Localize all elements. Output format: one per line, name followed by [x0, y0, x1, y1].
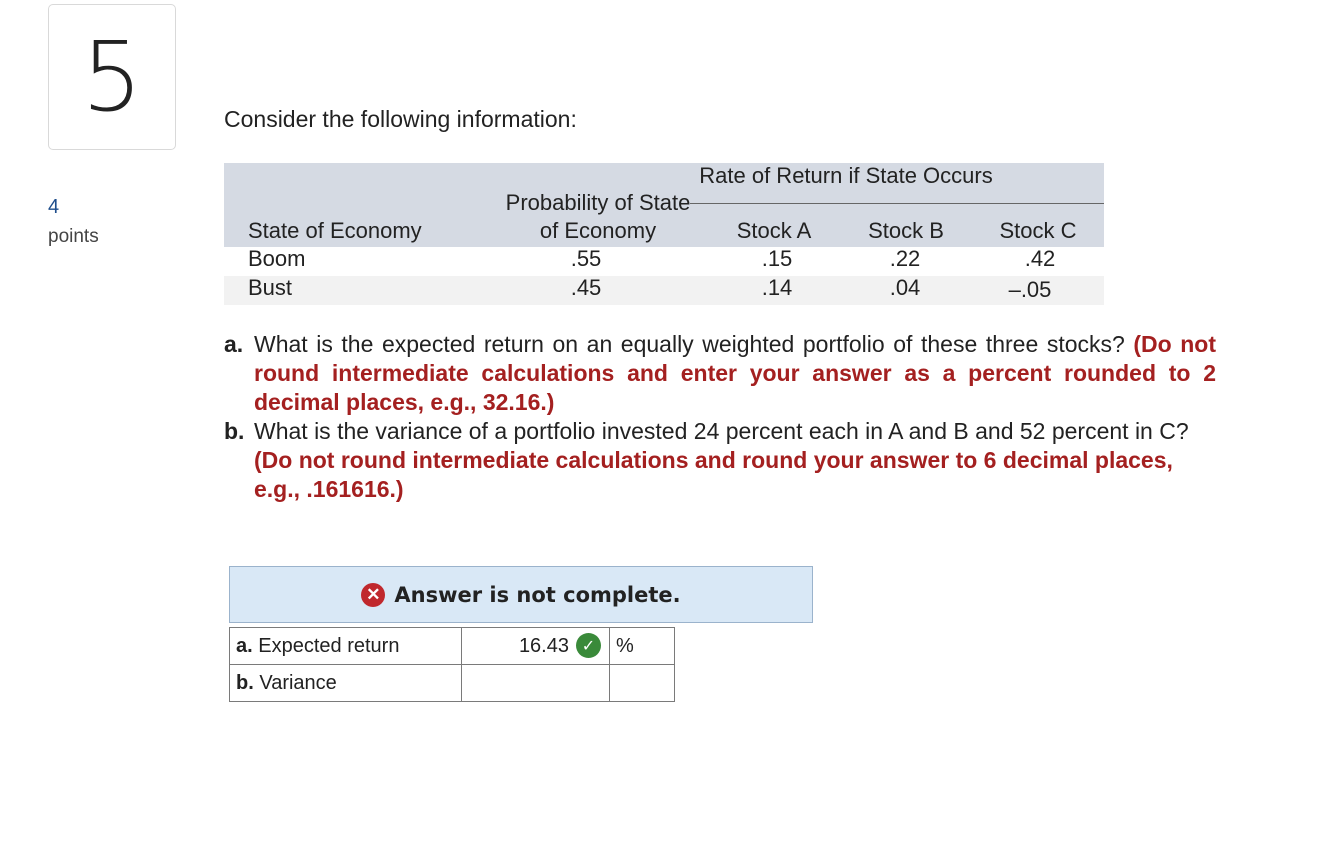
question-number: 5 [81, 21, 143, 133]
col-prob-header-line1: Probability of State [505, 190, 691, 215]
part-b-text: What is the variance of a portfolio inve… [254, 418, 1189, 444]
expected-letter: a. [236, 634, 253, 657]
x-circle-icon: ✕ [361, 582, 386, 607]
expected-return-cell: ✓ [461, 627, 610, 665]
points-label: points [48, 226, 99, 247]
expected-return-unit: % [609, 627, 675, 665]
header-rule [690, 203, 708, 204]
variance-unit [609, 664, 675, 702]
col-prob-header-line2: of Economy [539, 218, 657, 243]
row-bust-b: .04 [889, 275, 921, 300]
variance-label: b. Variance [229, 664, 462, 702]
row-bust-state: Bust [248, 275, 293, 300]
answer-table: a. Expected return ✓ % b. Variance [229, 627, 675, 702]
table-row: a. Expected return ✓ % [229, 627, 675, 665]
row-boom-a: .15 [761, 246, 793, 271]
variance-label-text: Variance [259, 671, 337, 694]
row-bust-a: .14 [761, 275, 793, 300]
expected-label-text: Expected return [258, 634, 400, 657]
variance-input[interactable] [462, 665, 609, 701]
row-boom-prob: .55 [570, 246, 602, 271]
table-row [224, 247, 1104, 276]
expected-return-label: a. Expected return [229, 627, 462, 665]
variance-cell [461, 664, 610, 702]
table-row: b. Variance [229, 664, 675, 702]
part-b-letter: b. [224, 418, 245, 444]
answer-status-text: Answer is not complete. [394, 582, 681, 607]
question-parts: a. What is the expected return on an equ… [224, 330, 1216, 504]
col-state-header: State of Economy [248, 218, 422, 243]
variance-letter: b. [236, 671, 254, 694]
row-boom-c: .42 [1024, 246, 1056, 271]
part-a-hint: (Do not round intermediate calculations … [254, 331, 1216, 415]
table-header [224, 163, 1104, 247]
table-row [224, 276, 1104, 305]
answer-status-banner: ✕ Answer is not complete. [229, 566, 813, 623]
col-stock-b-header: Stock B [868, 218, 944, 243]
part-b-hint: (Do not round intermediate calculations … [254, 447, 1173, 502]
returns-table: Rate of Return if State Occurs State of … [224, 163, 1104, 305]
row-bust-c: –.05 [1008, 277, 1052, 302]
points-value: 4 [48, 196, 60, 218]
row-boom-state: Boom [248, 246, 306, 271]
part-b: b. What is the variance of a portfolio i… [224, 417, 1216, 504]
col-stock-a-header: Stock A [736, 218, 812, 243]
part-a: a. What is the expected return on an equ… [224, 330, 1216, 417]
row-bust-prob: .45 [570, 275, 602, 300]
row-boom-b: .22 [889, 246, 921, 271]
question-number-box: 5 [48, 4, 176, 150]
group-header-rule [708, 203, 1104, 204]
col-stock-c-header: Stock C [999, 218, 1077, 243]
check-circle-icon: ✓ [576, 633, 601, 658]
question-intro: Consider the following information: [224, 106, 577, 132]
part-a-letter: a. [224, 331, 244, 357]
group-header: Rate of Return if State Occurs [699, 163, 993, 188]
part-a-text: What is the expected return on an equall… [254, 331, 1125, 357]
